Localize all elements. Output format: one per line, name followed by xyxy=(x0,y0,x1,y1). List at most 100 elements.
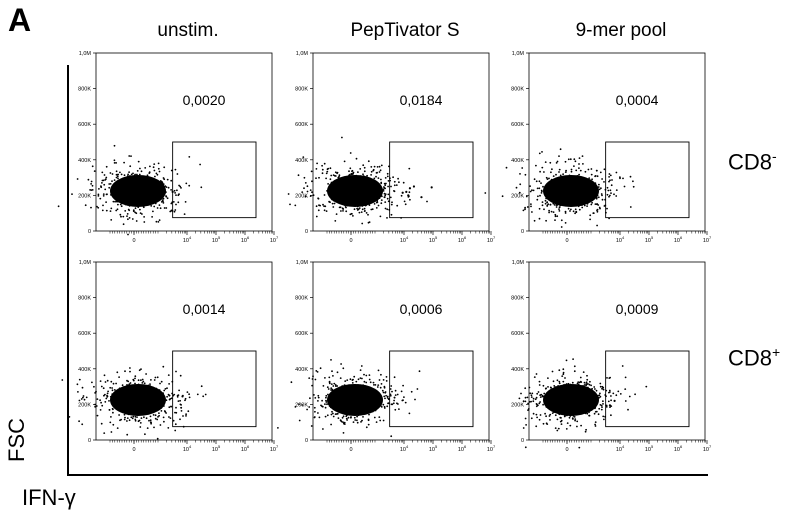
cell-point xyxy=(586,378,589,381)
cell-point xyxy=(544,202,547,205)
cell-point xyxy=(346,191,348,194)
cell-point xyxy=(595,389,598,392)
cell-point xyxy=(90,183,92,185)
cell-point xyxy=(571,406,574,409)
cell-point xyxy=(383,405,386,408)
cell-point xyxy=(556,204,559,206)
cell-point xyxy=(562,371,565,374)
cell-point xyxy=(357,399,360,402)
cell-point xyxy=(538,384,541,386)
cell-point xyxy=(330,423,332,426)
cell-point xyxy=(371,389,374,391)
cell-point xyxy=(363,193,366,196)
cell-point xyxy=(554,386,557,388)
cell-point xyxy=(577,205,580,208)
cell-point xyxy=(120,418,122,421)
cell-point xyxy=(358,409,361,412)
cell-point xyxy=(530,203,532,206)
cell-point xyxy=(550,178,553,181)
cell-point xyxy=(360,186,363,188)
cell-point xyxy=(367,213,369,216)
cell-point xyxy=(365,189,367,192)
cell-point xyxy=(596,224,598,227)
cell-point xyxy=(362,175,365,177)
cell-point xyxy=(87,178,90,181)
cell-point xyxy=(122,199,124,202)
cell-point xyxy=(367,423,370,426)
cell-point xyxy=(368,201,370,204)
cell-point xyxy=(106,394,108,397)
cell-point xyxy=(133,174,136,177)
y-tick-label: 400K xyxy=(511,158,524,164)
cell-point xyxy=(145,417,148,420)
cell-point xyxy=(540,182,542,185)
cell-point xyxy=(576,420,579,423)
cell-point xyxy=(366,406,369,409)
column-header-9mer: 9-mer pool xyxy=(575,20,667,41)
cell-point xyxy=(338,200,341,202)
cell-point xyxy=(558,386,560,389)
cell-point xyxy=(135,179,137,181)
cell-point xyxy=(553,385,556,387)
cell-point xyxy=(154,399,157,402)
cell-point xyxy=(170,189,173,191)
cell-point xyxy=(393,376,396,379)
cell-point xyxy=(524,173,527,176)
cell-point xyxy=(147,189,150,192)
cell-point xyxy=(571,202,574,205)
cell-point xyxy=(353,208,356,211)
cell-point xyxy=(327,393,329,396)
cell-point xyxy=(623,185,626,188)
cell-point xyxy=(355,394,358,396)
x-tick-label-exponent: 5 xyxy=(435,235,438,240)
cell-point xyxy=(589,218,591,221)
cell-point xyxy=(383,386,386,389)
cell-point xyxy=(384,201,387,204)
cell-point xyxy=(563,202,566,205)
cell-point xyxy=(571,193,574,195)
cell-point xyxy=(116,404,119,407)
cell-point xyxy=(316,162,318,165)
cell-point xyxy=(535,396,538,399)
cell-point xyxy=(543,392,546,395)
cell-point xyxy=(160,192,162,195)
cell-point xyxy=(290,381,293,384)
cell-point xyxy=(380,406,383,408)
cell-point xyxy=(562,368,565,371)
cell-point xyxy=(564,414,567,416)
cell-point xyxy=(362,164,365,167)
cell-point xyxy=(564,387,567,390)
cell-point xyxy=(375,394,378,397)
cell-point xyxy=(336,396,339,399)
cell-point xyxy=(575,184,578,186)
cell-point xyxy=(353,406,355,409)
x-tick-label: 105 xyxy=(212,444,221,453)
cell-point xyxy=(536,187,539,190)
cell-point xyxy=(158,389,161,391)
gate-box xyxy=(389,141,474,219)
cell-point xyxy=(155,186,158,189)
cell-point xyxy=(567,202,570,205)
cell-point xyxy=(115,184,117,187)
x-tick-label: 0 xyxy=(132,238,135,244)
cell-point xyxy=(561,375,564,377)
x-tick-label-exponent: 4 xyxy=(622,444,625,449)
cell-point xyxy=(393,184,396,187)
cell-point xyxy=(573,165,575,168)
cell-point xyxy=(165,191,167,194)
cell-point xyxy=(538,380,541,383)
cell-point xyxy=(606,377,608,379)
cell-point xyxy=(137,383,140,386)
cell-point xyxy=(113,162,116,164)
cell-point xyxy=(153,198,156,201)
cell-point xyxy=(573,195,576,198)
cell-point xyxy=(310,425,313,427)
cell-point xyxy=(567,201,569,203)
cell-point xyxy=(612,392,615,395)
y-tick-label: 400K xyxy=(511,367,524,373)
cell-point xyxy=(545,194,548,197)
row-label-cd8-neg: CD8- xyxy=(728,148,777,175)
cell-point xyxy=(371,410,374,413)
cell-point xyxy=(183,213,186,216)
